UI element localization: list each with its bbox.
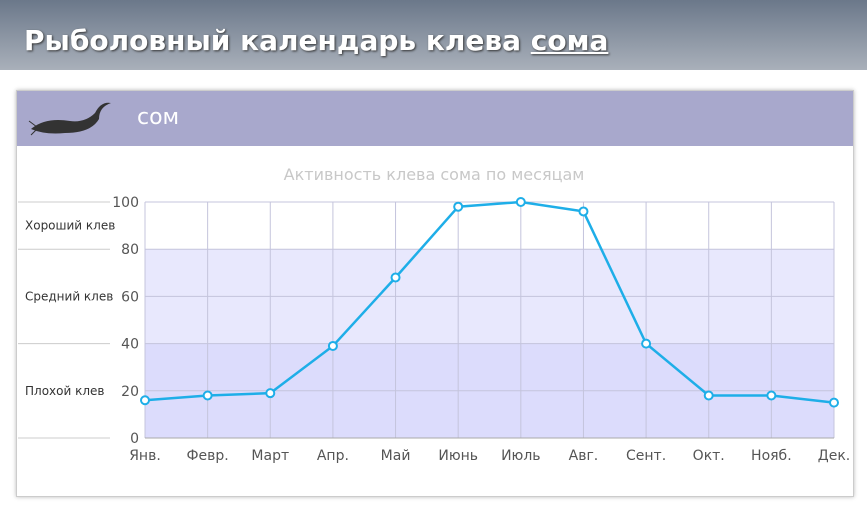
- card: сом: [16, 90, 854, 497]
- x-tick-label: Дек.: [818, 448, 850, 464]
- series-line: [144, 200, 835, 404]
- page-title: Рыболовный календарь клева сома: [24, 24, 608, 57]
- data-point: [515, 197, 526, 207]
- data-point: [327, 340, 338, 351]
- y-tick-label: 80: [121, 242, 139, 258]
- title-link[interactable]: сома: [530, 24, 609, 57]
- x-tick-label: Сент.: [626, 448, 666, 464]
- y-tick-label: 40: [121, 337, 139, 353]
- card-title: сом: [137, 105, 180, 130]
- plot-band: [145, 202, 834, 250]
- y-tick-label: 60: [121, 289, 139, 305]
- y-tick-label: 0: [130, 431, 139, 447]
- x-tick-label: Июнь: [438, 448, 478, 464]
- data-point: [578, 206, 589, 217]
- x-tick-label: Март: [251, 448, 289, 464]
- x-tick-label: Июль: [501, 448, 540, 464]
- data-point: [453, 201, 464, 212]
- data-point: [829, 397, 839, 408]
- band-label: Средний клев: [25, 289, 113, 303]
- title-text: Рыболовный календарь клева: [24, 24, 521, 57]
- data-point: [140, 395, 150, 406]
- x-tick-label: Апр.: [317, 448, 349, 464]
- y-tick-label: 20: [121, 384, 139, 400]
- header: Рыболовный календарь клева сома: [0, 0, 867, 70]
- band-label: Хороший клев: [25, 219, 115, 233]
- x-tick-label: Окт.: [693, 448, 725, 464]
- fish-icon: [28, 102, 111, 136]
- data-point: [703, 390, 714, 401]
- y-tick-label: 100: [112, 195, 139, 211]
- x-tick-label: Февр.: [187, 448, 229, 464]
- chart-title: Активность клева сома по месяцам: [284, 165, 585, 184]
- x-tick-label: Авг.: [569, 448, 599, 464]
- x-tick-label: Янв.: [129, 448, 161, 464]
- data-point: [766, 390, 777, 401]
- card-header: сом: [17, 91, 853, 146]
- data-point: [641, 338, 652, 349]
- x-tick-label: Май: [381, 448, 411, 464]
- data-point: [390, 272, 401, 283]
- data-point: [265, 388, 276, 399]
- band-label: Плохой клев: [25, 384, 104, 398]
- data-point: [202, 390, 213, 401]
- x-tick-label: Нояб.: [751, 448, 792, 464]
